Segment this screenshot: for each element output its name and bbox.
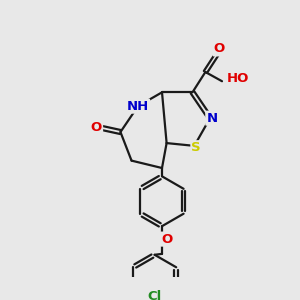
Text: O: O <box>91 121 102 134</box>
Text: S: S <box>191 141 201 154</box>
Text: N: N <box>206 112 218 125</box>
Text: O: O <box>161 232 172 246</box>
Text: Cl: Cl <box>147 290 161 300</box>
Text: O: O <box>214 42 225 56</box>
Text: HO: HO <box>226 72 249 85</box>
Text: NH: NH <box>127 100 149 113</box>
